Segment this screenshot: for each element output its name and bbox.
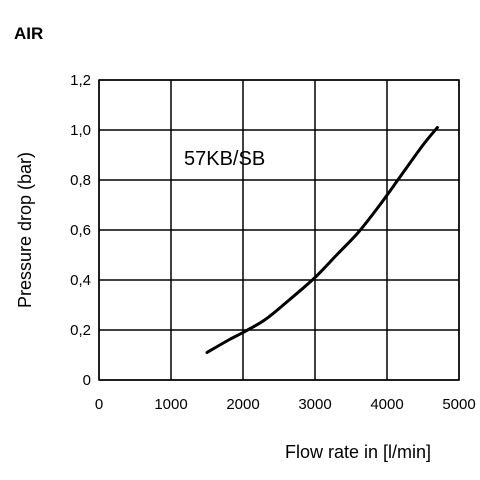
chart-grid: [98, 79, 460, 381]
y-tick-label: 0,2: [70, 322, 91, 339]
x-tick-label: 4000: [370, 396, 403, 413]
x-tick-label: 5000: [442, 396, 475, 413]
chart-title: AIR: [14, 24, 43, 43]
x-tick-labels: 0 1000 2000 3000 4000 5000: [95, 396, 476, 413]
curve-annotation: 57KB/SB: [184, 148, 265, 170]
y-tick-label: 0,6: [70, 222, 91, 239]
y-tick-label: 0,8: [70, 172, 91, 189]
series-line-57kb-sb: [205, 126, 439, 354]
y-tick-label: 0,4: [70, 272, 91, 289]
x-tick-label: 2000: [226, 396, 259, 413]
plot-frame: [98, 79, 460, 381]
y-tick-label: 1,2: [70, 72, 91, 89]
y-tick-label: 0: [83, 372, 91, 389]
x-tick-label: 3000: [298, 396, 331, 413]
x-tick-label: 1000: [154, 396, 187, 413]
y-tick-label: 1,0: [70, 122, 91, 139]
y-axis-label: Pressure drop (bar): [15, 152, 35, 308]
y-tick-labels: 0 0,2 0,4 0,6 0,8 1,0 1,2: [70, 72, 91, 389]
x-axis-label: Flow rate in [l/min]: [285, 442, 431, 462]
x-tick-label: 0: [95, 396, 103, 413]
